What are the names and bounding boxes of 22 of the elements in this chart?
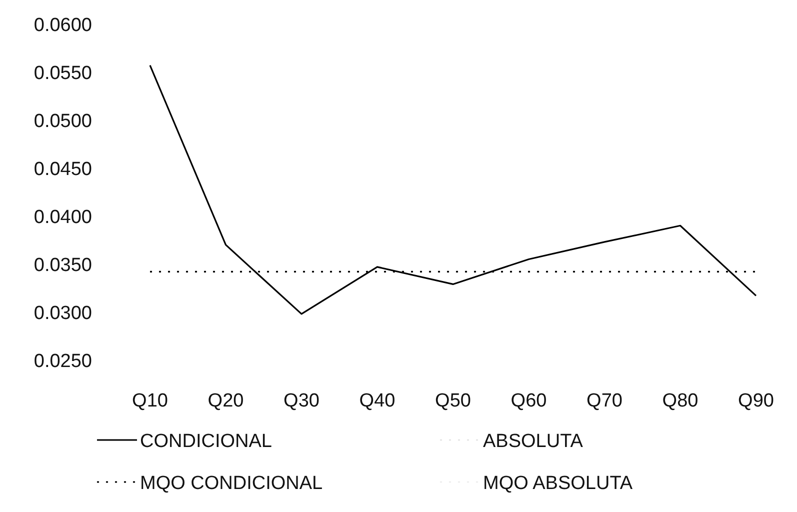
y-tick-label: 0.0400 — [34, 207, 92, 228]
legend-label: ABSOLUTA — [483, 431, 584, 452]
x-tick-label: Q70 — [586, 390, 622, 412]
y-tick-label: 0.0250 — [34, 351, 92, 372]
x-tick-label: Q20 — [208, 390, 244, 412]
x-tick-label: Q80 — [662, 390, 698, 412]
x-tick-label: Q60 — [510, 390, 547, 412]
x-tick-label: Q90 — [738, 390, 774, 412]
y-tick-label: 0.0600 — [34, 15, 92, 36]
x-tick-label: Q30 — [284, 390, 320, 412]
x-tick-label: Q50 — [435, 390, 471, 412]
y-tick-label: 0.0300 — [34, 303, 92, 324]
line-series — [149, 64, 757, 315]
legend-label: MQO CONDICIONAL — [140, 473, 323, 494]
legend-label: MQO ABSOLUTA — [483, 473, 633, 494]
y-tick-label: 0.0350 — [34, 255, 92, 276]
y-tick-label: 0.0500 — [34, 111, 92, 132]
x-tick-label: Q10 — [132, 390, 168, 412]
legend-label: CONDICIONAL — [140, 431, 272, 452]
x-tick-label: Q40 — [359, 390, 396, 412]
y-tick-label: 0.0550 — [34, 63, 92, 84]
y-tick-label: 0.0450 — [34, 159, 92, 180]
